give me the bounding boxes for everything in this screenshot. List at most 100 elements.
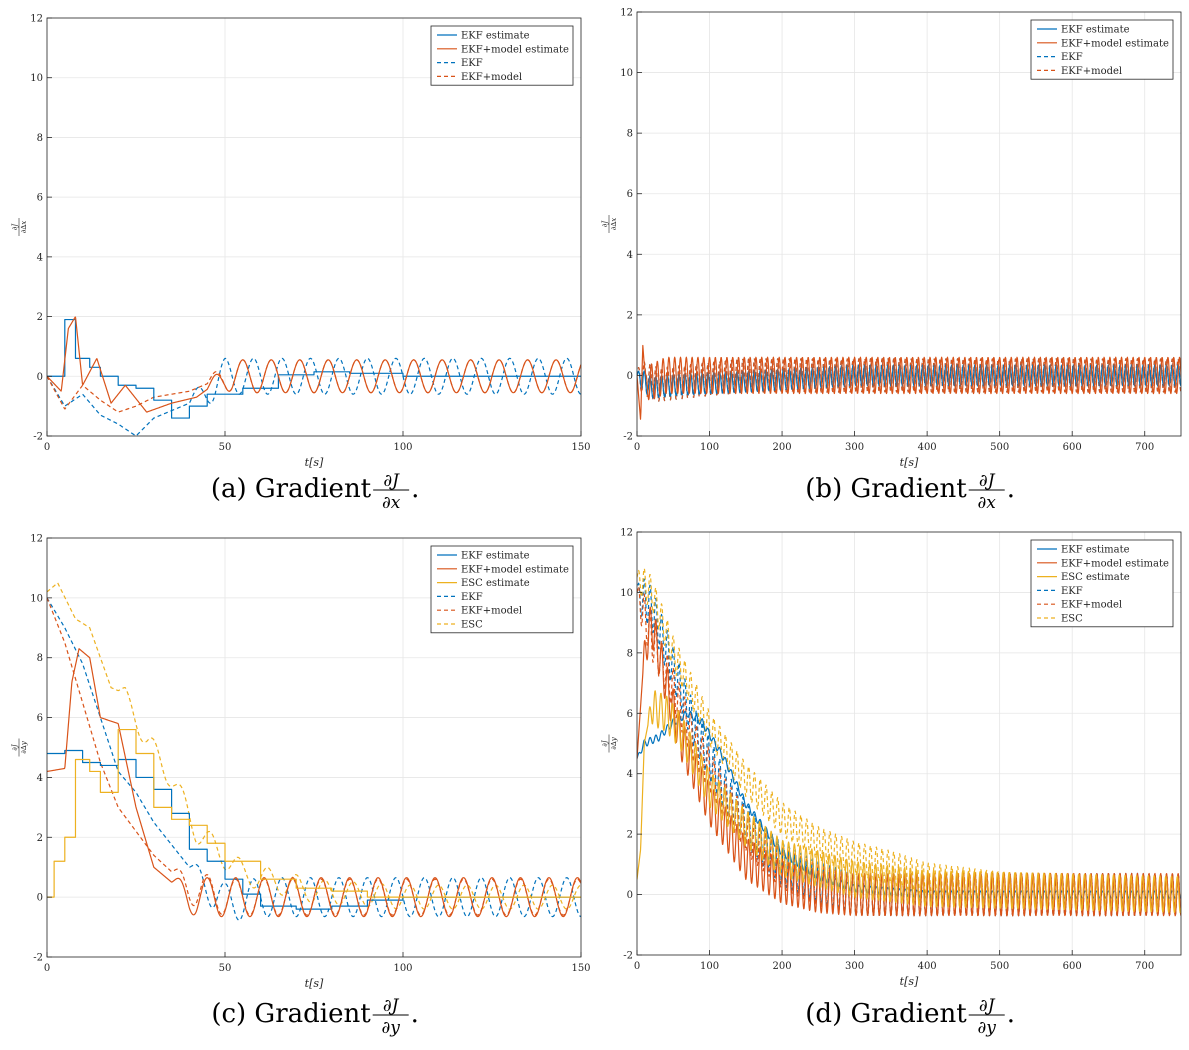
caption-tail: . (411, 999, 419, 1029)
y-tick-label: 0 (37, 893, 43, 904)
y-axis-label-numerator: ∂J (601, 220, 609, 228)
y-axis-label: ∂J ∂∆x (11, 218, 28, 236)
x-tick-label: 100 (393, 963, 412, 974)
x-axis-label: t[s] (900, 975, 919, 988)
caption-fraction-numerator: ∂J (383, 996, 400, 1016)
y-axis-label-denominator: ∂∆y (20, 740, 28, 754)
caption-fraction-denominator: ∂x (978, 493, 997, 513)
y-tick-label: 4 (627, 769, 633, 780)
y-tick-label: 12 (620, 8, 633, 19)
y-tick-label: 6 (37, 713, 43, 724)
series-group (637, 344, 1181, 420)
x-tick-label: 0 (44, 963, 50, 974)
caption-b: (b) Gradient ∂J∂x. (805, 471, 1015, 513)
y-tick-label: 10 (30, 593, 43, 604)
y-tick-label: 12 (620, 528, 633, 539)
legend: EKF estimate EKF+model estimate ESC estima… (1030, 539, 1174, 628)
series-group (637, 567, 1181, 917)
y-tick-label: 10 (620, 588, 633, 599)
series-line-esc-estimate (47, 728, 581, 898)
y-tick-label: 2 (627, 830, 633, 841)
y-tick-label: 8 (37, 133, 43, 144)
y-tick-label: 0 (627, 371, 633, 382)
caption-fraction-denominator: ∂y (978, 1018, 997, 1038)
y-axis-label-numerator: ∂J (11, 743, 19, 751)
legend-entry: EKF+model estimate (461, 564, 569, 575)
caption-fraction-numerator: ∂J (383, 471, 400, 491)
y-tick-label: -2 (33, 953, 43, 964)
x-tick-label: 300 (845, 442, 864, 453)
x-tick-label: 100 (700, 442, 719, 453)
y-axis-label-denominator: ∂∆x (20, 221, 28, 234)
y-tick-label: 4 (627, 250, 633, 261)
y-tick-label: 6 (37, 193, 43, 204)
series-line-ekf (47, 357, 581, 436)
legend-entry: EKF estimate (461, 551, 530, 562)
y-axis-label-numerator: ∂J (11, 223, 19, 231)
caption-tail: . (1007, 999, 1015, 1029)
legend-entry: EKF+model estimate (461, 44, 569, 55)
x-tick-label: 500 (990, 961, 1009, 972)
x-tick-label: 700 (1135, 442, 1154, 453)
legend-entry: EKF+model (1061, 66, 1122, 77)
legend-entry: EKF estimate (1061, 545, 1130, 556)
legend-entry: ESC (461, 620, 483, 631)
caption-fraction-numerator: ∂J (979, 471, 996, 491)
caption-prefix: (c) Gradient (211, 999, 371, 1029)
y-axis-label: ∂J ∂∆y (11, 738, 28, 757)
legend-box (430, 25, 574, 86)
x-tick-label: 700 (1135, 961, 1154, 972)
y-tick-label: 6 (627, 189, 633, 200)
y-tick-label: 12 (30, 14, 43, 25)
x-tick-label: 400 (918, 961, 937, 972)
y-tick-label: 4 (37, 773, 43, 784)
x-tick-label: 600 (1063, 961, 1082, 972)
caption-prefix: (a) Gradient (211, 474, 372, 504)
x-tick-label: 150 (571, 963, 590, 974)
y-axis-label: ∂J ∂∆y (601, 734, 618, 753)
y-axis-label-denominator: ∂∆x (610, 218, 618, 231)
caption-prefix: (d) Gradient (805, 999, 967, 1029)
x-tick-label: 50 (219, 963, 232, 974)
legend: EKF estimate EKF+model estimate EKF EKF+mod… (1030, 19, 1174, 80)
series-line-esc-estimate (637, 690, 1181, 914)
series-line-ekf-estimate (47, 749, 581, 910)
x-tick-label: 400 (918, 442, 937, 453)
series-group (47, 316, 581, 436)
legend-entry: EKF (461, 592, 483, 603)
y-tick-label: 8 (627, 648, 633, 659)
legend-entry: ESC estimate (1061, 572, 1130, 583)
series-line-ekf-model-estimate (47, 648, 581, 918)
caption-fraction-numerator: ∂J (979, 996, 996, 1016)
legend-entry: EKF+model (461, 72, 522, 83)
caption-d: (d) Gradient ∂J∂y. (805, 996, 1015, 1038)
plot-frame (46, 17, 582, 437)
y-tick-label: 10 (30, 73, 43, 84)
caption-c: (c) Gradient ∂J∂y. (211, 996, 419, 1038)
y-tick-label: 12 (30, 534, 43, 545)
legend-entry: EKF+model (461, 606, 522, 617)
legend-entry: EKF estimate (1061, 25, 1130, 36)
y-tick-label: 0 (627, 890, 633, 901)
x-axis-label: t[s] (305, 977, 324, 990)
y-tick-label: -2 (623, 432, 633, 443)
y-axis-label-denominator: ∂∆y (610, 736, 618, 750)
x-tick-label: 100 (393, 442, 412, 453)
caption-fraction-denominator: ∂x (382, 493, 401, 513)
series-line-ekf-model (47, 359, 581, 413)
series-line-ekf (47, 597, 581, 921)
x-tick-label: 300 (845, 961, 864, 972)
series-line-ekf-model (637, 585, 1181, 917)
legend-entry: EKF (1061, 52, 1083, 63)
x-axis-label: t[s] (900, 456, 919, 469)
y-tick-label: 2 (37, 312, 43, 323)
y-tick-label: 0 (37, 372, 43, 383)
y-axis-label-numerator: ∂J (601, 739, 609, 747)
y-tick-label: 8 (627, 129, 633, 140)
legend: EKF estimate EKF+model estimate ESC estima… (430, 545, 574, 634)
x-tick-label: 50 (219, 442, 232, 453)
x-tick-label: 100 (700, 961, 719, 972)
y-tick-label: 2 (627, 310, 633, 321)
